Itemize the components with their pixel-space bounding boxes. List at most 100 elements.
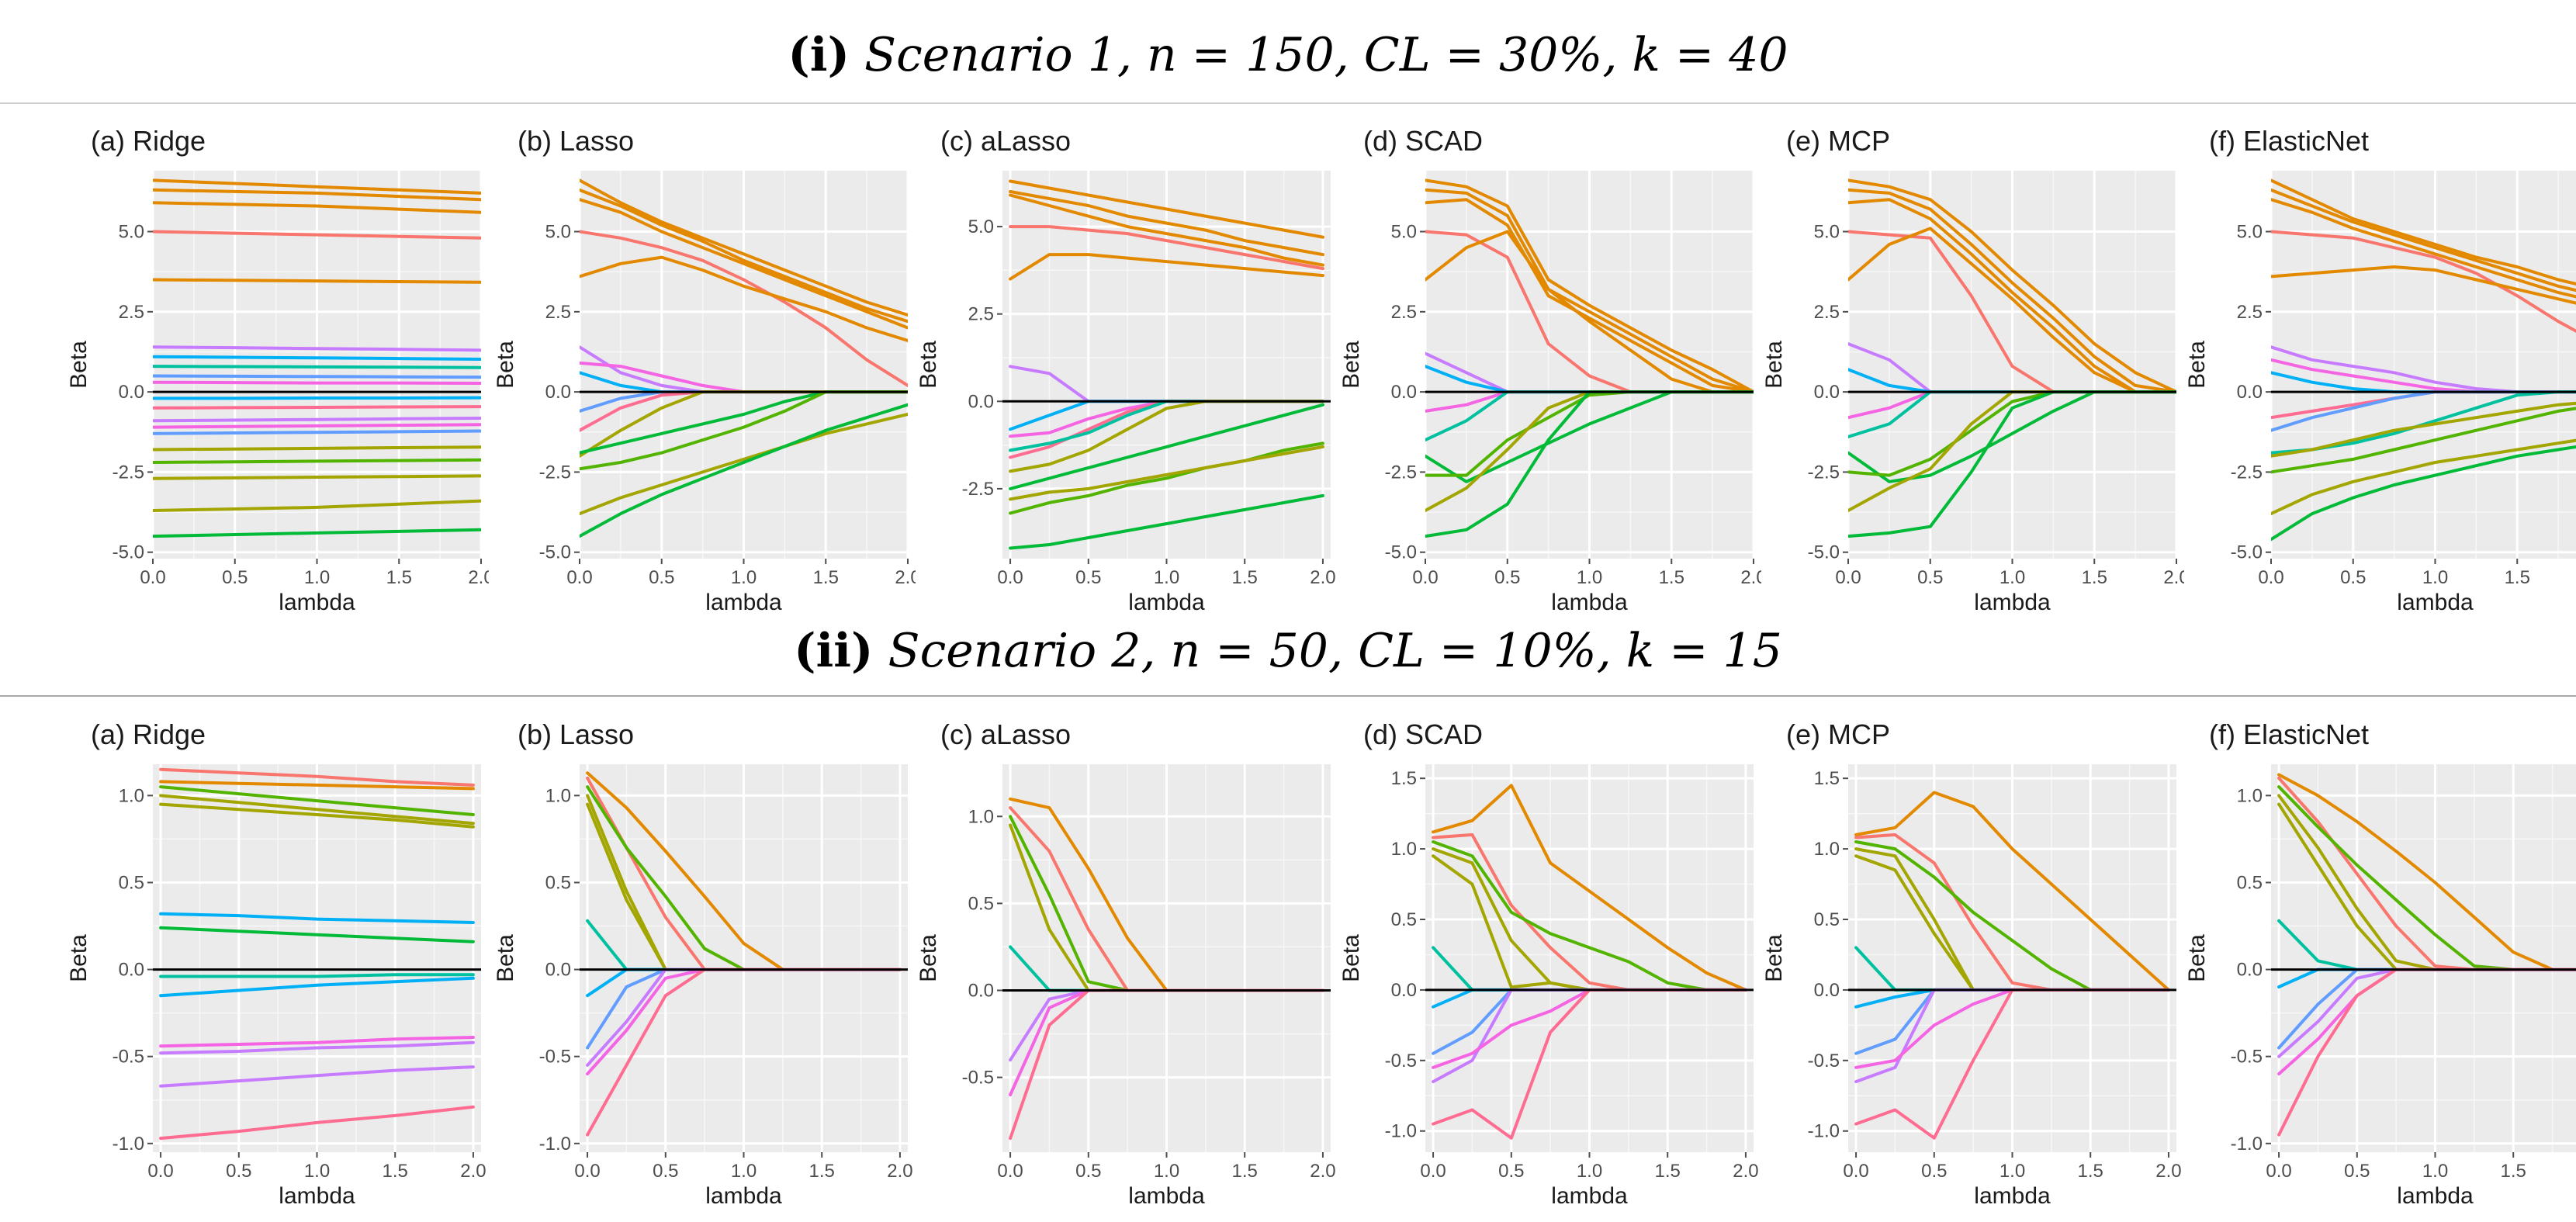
y-axis-label: Beta	[2184, 341, 2210, 389]
scenario-1-label: (i)	[788, 28, 850, 82]
y-axis-label: Beta	[2184, 934, 2210, 982]
plot-background	[2271, 171, 2576, 559]
x-tick-label: 2.0	[2155, 1161, 2181, 1182]
x-axis-label: lambda	[705, 590, 782, 613]
x-tick-label: 2.0	[895, 567, 916, 588]
y-tick-label: -2.5	[1808, 462, 1840, 483]
y-tick-label: -2.5	[1385, 462, 1417, 483]
y-tick-label: 0.0	[968, 980, 994, 1001]
series-line-b2	[1425, 188, 1754, 394]
series-line-b1	[153, 178, 481, 195]
series-line-b9	[153, 374, 481, 379]
x-axis-label: lambda	[1974, 1183, 2051, 1206]
top-divider	[0, 102, 2576, 104]
chart-panel-s1-lasso: (b) Lasso 0.0 0.5 1.0 1.5 2.0 -5.0 -2.5 0.0 2.5 5.…	[493, 116, 916, 613]
series-line-b1	[1854, 791, 2170, 992]
x-tick-label: 1.0	[304, 1161, 330, 1182]
x-tick-label: 0.0	[997, 567, 1023, 588]
chart-title: (b) Lasso	[518, 718, 634, 750]
y-tick-label: -1.0	[1808, 1121, 1840, 1142]
x-tick-label: 0.5	[2340, 567, 2366, 588]
y-tick-label: 0.0	[1814, 980, 1840, 1001]
chart-title: (e) MCP	[1786, 718, 1890, 750]
series-line-b14	[580, 413, 908, 516]
chart-panel-s2-enet: (f) ElasticNet0.00.51.01.52.0-1.0-0.50.0…	[2184, 710, 2576, 1206]
chart-svg-s2-enet: (f) ElasticNet0.00.51.01.52.0-1.0-0.50.0…	[2184, 718, 2576, 1206]
y-tick-label: 1.0	[545, 785, 571, 806]
series-line-b1	[580, 178, 908, 317]
series-line-b3	[2271, 198, 2576, 299]
y-tick-label: -5.0	[1808, 542, 1840, 563]
chart-svg-s2-lasso: (b) Lasso 0.0 0.5 1.0 1.5 2.0 -1.0 -0.5 0.0 0.5 1.…	[493, 718, 913, 1206]
y-tick-label: 0.0	[2237, 960, 2263, 981]
y-tick-label: -5.0	[113, 542, 144, 563]
x-tick-label: 0.5	[653, 1161, 678, 1182]
y-tick-label: 0.5	[1814, 909, 1840, 930]
y-tick-label: -1.0	[2231, 1134, 2263, 1154]
series-group	[159, 767, 475, 1141]
y-tick-label: 2.5	[545, 302, 571, 323]
series-line-b15	[2271, 445, 2576, 542]
chart-title: (b) Lasso	[518, 125, 634, 157]
x-axis-label: lambda	[1128, 590, 1205, 613]
x-tick-label: 0.5	[1494, 567, 1520, 588]
chart-panel-s2-ridge: (a) Ridge 0.0 0.5 1.0 1.5 2.0 -1.0 -0.5 0.0 0.5 1.…	[66, 710, 489, 1206]
series-line-b13	[153, 417, 481, 423]
series-line-b8	[153, 365, 481, 369]
series-line-b1	[1432, 784, 1747, 992]
y-tick-label: 5.0	[2237, 222, 2263, 243]
chart-panel-s2-alasso: (c) aLasso 0.0 0.5 1.0 1.5 2.0 -0.5 0.0 0.5 1.0 la…	[916, 710, 1338, 1206]
y-tick-label: 1.0	[1391, 839, 1417, 860]
chart-title: (c) aLasso	[940, 125, 1071, 157]
x-tick-label: 1.5	[386, 567, 412, 588]
y-tick-label: 5.0	[1391, 222, 1417, 243]
chart-panel-s2-lasso: (b) Lasso 0.0 0.5 1.0 1.5 2.0 -1.0 -0.5 0.0 0.5 1.…	[493, 710, 916, 1206]
x-tick-label: 1.5	[1659, 567, 1684, 588]
y-tick-label: 5.0	[968, 216, 994, 237]
y-tick-label: -2.5	[113, 462, 144, 483]
x-tick-label: 0.0	[2258, 567, 2283, 588]
series-line-b3	[159, 785, 475, 816]
series-line-b2	[159, 780, 475, 791]
scenario-1-title: (i) Scenario 1, n = 150, CL = 30%, k = 4…	[0, 28, 2576, 82]
x-tick-label: 1.0	[1577, 1161, 1602, 1182]
scenario-1-text: Scenario 1, n = 150, CL = 30%, k = 40	[864, 28, 1788, 82]
x-tick-label: 2.0	[1733, 1161, 1758, 1182]
chart-title: (e) MCP	[1786, 125, 1890, 157]
x-tick-label: 1.5	[2501, 1161, 2526, 1182]
series-line-b1	[1009, 179, 1324, 239]
y-tick-label: 0.5	[968, 893, 994, 914]
x-tick-label: 2.0	[1740, 567, 1761, 588]
scenario-2-label: (ii)	[794, 624, 874, 678]
series-line-b15	[1009, 493, 1324, 550]
series-line-b3	[153, 201, 481, 214]
series-line-b17	[153, 458, 481, 464]
chart-svg-s1-enet: (f) ElasticNet0.00.51.01.52.0-5.0-2.50.0…	[2184, 125, 2576, 613]
x-axis-label: lambda	[1128, 1183, 1205, 1206]
x-tick-label: 2.0	[468, 567, 489, 588]
chart-title: (a) Ridge	[91, 718, 206, 750]
series-line-b12	[2271, 401, 2576, 458]
x-tick-label: 0.5	[2344, 1161, 2370, 1182]
y-tick-label: -0.5	[113, 1047, 144, 1068]
x-tick-label: 0.5	[649, 567, 674, 588]
y-tick-label: 0.0	[119, 382, 144, 403]
y-tick-label: -1.0	[113, 1134, 144, 1154]
series-line-b12	[153, 405, 481, 410]
y-axis-label: Beta	[66, 934, 92, 982]
scenario-2-text: Scenario 2, n = 50, CL = 10%, k = 15	[888, 624, 1782, 678]
y-axis-label: Beta	[66, 341, 92, 389]
y-tick-label: 2.5	[1391, 302, 1417, 323]
series-line-b4	[580, 230, 908, 387]
series-line-b2	[153, 188, 481, 202]
y-axis-label: Beta	[1338, 341, 1364, 389]
x-tick-label: 1.5	[383, 1161, 408, 1182]
chart-svg-s1-lasso: (b) Lasso 0.0 0.5 1.0 1.5 2.0 -5.0 -2.5 0.0 2.5 5.…	[493, 125, 916, 613]
series-line-b3	[1009, 193, 1324, 267]
series-line-b5	[153, 278, 481, 284]
x-tick-label: 0.0	[140, 567, 165, 588]
chart-title: (d) SCAD	[1363, 718, 1483, 750]
y-axis-label: Beta	[493, 341, 518, 389]
x-tick-label: 2.0	[1310, 567, 1335, 588]
series-line-b14	[153, 423, 481, 429]
